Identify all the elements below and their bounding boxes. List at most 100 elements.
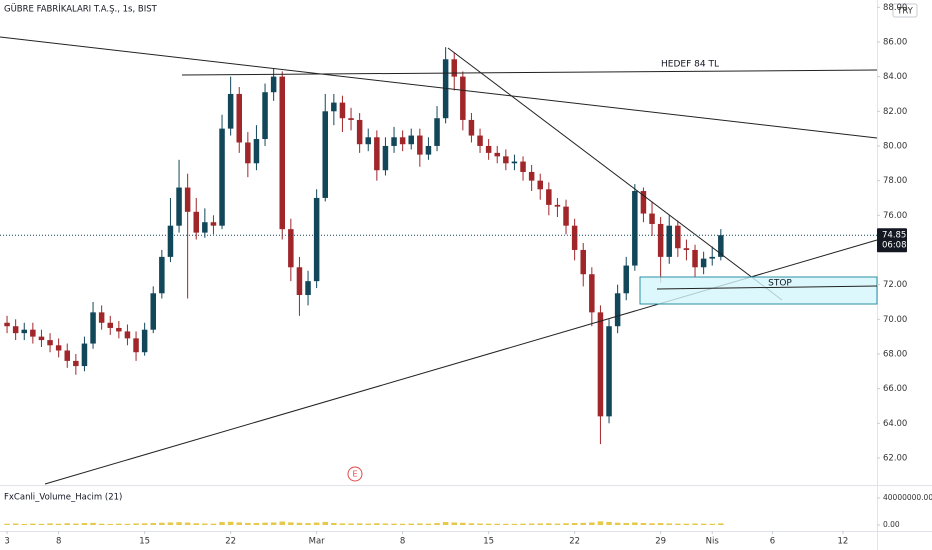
- candle-body: [288, 229, 294, 268]
- countdown-label: 06:08: [882, 241, 907, 251]
- volume-bar: [391, 523, 397, 526]
- candle-body: [245, 142, 251, 164]
- candle-body: [30, 329, 36, 337]
- drawings: [0, 36, 878, 485]
- candle-body: [597, 312, 604, 417]
- volume-bar: [399, 523, 406, 526]
- candle-body: [305, 281, 311, 296]
- x-tick-label: Nis: [706, 537, 720, 547]
- candle-body: [434, 118, 440, 146]
- volume-bar: [227, 521, 234, 526]
- candle-body: [262, 92, 268, 140]
- volume-bar: [520, 523, 526, 526]
- currency-label[interactable]: TRY: [896, 7, 914, 17]
- x-tick-label: 22: [225, 537, 236, 547]
- stop-line: [656, 285, 878, 290]
- x-tick-label: 3: [4, 537, 9, 547]
- volume-bar: [253, 523, 260, 526]
- last-price-label: 74.85: [882, 231, 906, 241]
- chart-title: GÜBRE FABRİKALARI T.A.Ş., 1s, BIST: [4, 4, 158, 15]
- candle-body: [399, 137, 406, 145]
- last-price-box: [877, 228, 907, 253]
- candle-body: [348, 118, 354, 120]
- y-tick-label: 66.00: [883, 384, 907, 394]
- candle-body: [692, 249, 698, 268]
- candle-body: [64, 350, 71, 361]
- volume-bar: [374, 523, 380, 526]
- candle-body: [21, 329, 28, 334]
- candle-body: [55, 345, 62, 351]
- currency-button[interactable]: [892, 3, 918, 18]
- volume-bar: [107, 523, 114, 526]
- volume-bar: [262, 522, 268, 526]
- candle-body: [606, 326, 612, 417]
- volume-bar: [133, 523, 139, 526]
- volume-bar: [150, 522, 156, 526]
- volume-bar: [460, 522, 466, 526]
- candle-body: [623, 265, 629, 294]
- volume-bar: [666, 523, 672, 526]
- candle-body: [528, 171, 535, 181]
- x-tick-label: 12: [838, 537, 849, 547]
- candle-body: [124, 331, 131, 339]
- volume-bar: [30, 523, 36, 526]
- volume-bar: [485, 523, 492, 526]
- candle-body: [150, 293, 156, 330]
- volume-bar: [176, 522, 182, 526]
- volume-bar: [73, 523, 79, 526]
- candle-body: [485, 145, 492, 153]
- candle-body: [563, 206, 569, 226]
- candle-body: [580, 249, 586, 275]
- y-tick-label: 64.00: [883, 419, 907, 429]
- candle-body: [339, 102, 346, 119]
- candle-body: [227, 93, 234, 129]
- volume-bar: [90, 522, 96, 526]
- candle-body: [90, 312, 96, 344]
- volume-bar: [451, 522, 457, 526]
- candle-body: [537, 180, 543, 190]
- volume-bar: [477, 523, 483, 526]
- target-line: [181, 69, 878, 76]
- candle-body: [38, 336, 45, 341]
- volume-bar: [167, 522, 174, 526]
- x-tick-label: Mar: [309, 537, 326, 547]
- volume-bar: [159, 522, 165, 526]
- candle-body: [12, 326, 19, 334]
- x-tick-label: 15: [139, 537, 150, 547]
- volume-bar: [675, 523, 681, 526]
- candle-body: [159, 256, 165, 294]
- candle-body: [649, 213, 655, 224]
- volume-bar: [614, 522, 621, 526]
- y-tick-label: 68.00: [883, 349, 907, 359]
- earnings-label[interactable]: E: [352, 470, 357, 479]
- volume-bar: [494, 523, 500, 526]
- candle-body: [184, 187, 191, 212]
- volume-bar: [313, 522, 320, 526]
- candle-body: [700, 258, 707, 268]
- volume-bar: [219, 522, 225, 526]
- volume-bar: [124, 523, 131, 526]
- candle-body: [356, 119, 363, 145]
- candle-body: [503, 156, 509, 164]
- volume-bar: [55, 523, 62, 526]
- candle-body: [477, 135, 483, 146]
- volume-bar: [606, 521, 612, 526]
- volume-bar: [632, 522, 638, 526]
- volume-bar: [202, 523, 208, 526]
- candle-body: [554, 204, 561, 207]
- y-tick-label: 78.00: [883, 176, 907, 186]
- candle-body: [331, 102, 337, 112]
- volume-bar: [365, 523, 371, 526]
- volume-bar: [597, 521, 604, 526]
- volume-bar: [47, 523, 53, 526]
- volume-bar: [692, 523, 698, 526]
- y-tick-label: 76.00: [883, 211, 907, 221]
- earnings-marker[interactable]: [347, 466, 363, 482]
- volume-tick-label: 40000000.00: [883, 493, 932, 502]
- volume-bar: [571, 523, 578, 526]
- candle-body: [494, 152, 500, 157]
- candle-body: [589, 274, 595, 313]
- volume-bar: [305, 523, 311, 526]
- y-tick-label: 70.00: [883, 315, 907, 325]
- candle-body: [236, 93, 242, 143]
